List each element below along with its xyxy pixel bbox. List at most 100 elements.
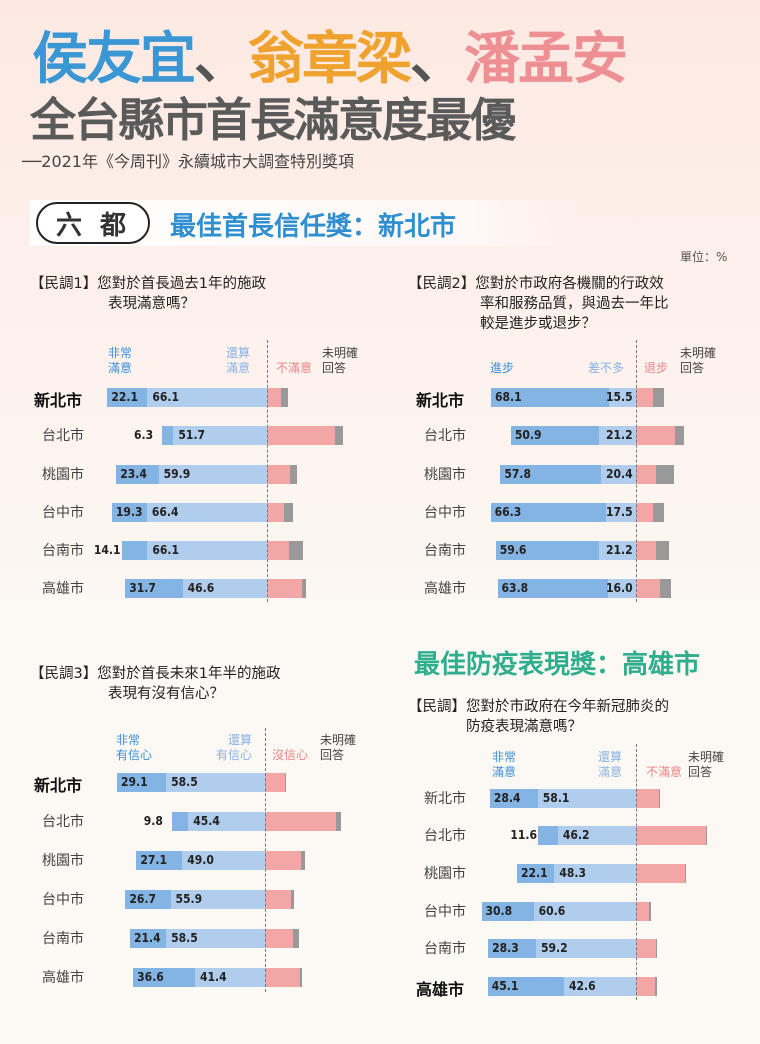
value-label-strong: 63.8: [501, 581, 529, 595]
bar-mild-positive: [564, 977, 636, 996]
value-label-mild: 20.4: [606, 467, 633, 481]
question-line: 表現滿意嗎？: [108, 296, 195, 312]
legend-negative: 退步: [644, 361, 669, 375]
row-label: 台中市: [42, 505, 84, 521]
headline-title: 全台縣市首長滿意度最優: [30, 93, 516, 147]
poll-tag: 【民調1】: [30, 276, 98, 292]
value-label-strong: 14.1: [93, 543, 121, 557]
bar-mild-positive: [609, 388, 636, 407]
legend-unknown: 未明確 回答: [680, 346, 717, 375]
row-label: 台南市: [424, 941, 466, 957]
legend-strong-positive: 非常 滿意: [108, 346, 133, 375]
question-line: 【民調2】您對於市政府各機關的行政效: [408, 276, 664, 292]
bar-mild-positive: [600, 465, 636, 484]
bar-strong-positive: [490, 503, 606, 522]
bar-unknown: [284, 773, 286, 792]
center-divider: [636, 340, 637, 602]
legend-strong-positive: 非常 滿意: [492, 750, 517, 779]
value-label-mild: 59.9: [163, 467, 191, 481]
value-label-mild: 15.5: [606, 390, 633, 404]
value-label-mild: 55.9: [175, 892, 203, 906]
bar-unknown: [292, 929, 299, 948]
row-label: 台中市: [424, 904, 466, 920]
row-label: 台南市: [42, 931, 84, 947]
bar-unknown: [659, 579, 672, 598]
bar-unknown: [655, 977, 657, 996]
question-line: 【民調1】您對於首長過去1年的施政: [30, 276, 266, 292]
value-label-strong: 45.1: [491, 979, 519, 993]
value-label-strong: 6.3: [134, 428, 154, 442]
bar-unknown: [652, 503, 665, 522]
bar-strong-positive: [490, 388, 610, 407]
value-label-mild: 46.2: [562, 828, 590, 842]
bar-negative: [265, 773, 285, 792]
value-label-strong: 21.4: [133, 931, 161, 945]
question-line: 率和服務品質，與過去一年比: [480, 296, 669, 312]
bar-strong-positive: [162, 426, 174, 445]
bar-unknown: [334, 426, 344, 445]
question-line: 防疫表現滿意嗎？: [466, 719, 582, 735]
question-line: 【民調】您對於市政府在今年新冠肺炎的: [408, 699, 669, 715]
row-label: 高雄市: [416, 980, 465, 999]
bar-unknown: [283, 503, 293, 522]
bar-negative: [265, 968, 301, 987]
center-divider: [265, 728, 266, 992]
center-divider: [267, 340, 268, 602]
row-label: 台南市: [42, 543, 84, 559]
value-label-mild: 41.4: [200, 970, 227, 984]
bar-negative: [636, 426, 676, 445]
bar-mild-positive: [147, 541, 267, 560]
value-label-mild: 17.5: [606, 505, 633, 519]
bar-strong-positive: [495, 541, 600, 560]
bar-mild-positive: [173, 426, 267, 445]
value-label-mild: 58.5: [171, 775, 198, 789]
award-trust-title: 最佳首長信任獎：新北市: [170, 212, 457, 242]
bar-strong-positive: [125, 579, 183, 598]
bar-mild-positive: [147, 388, 267, 407]
headline-name-part: 侯友宜: [32, 26, 196, 92]
bar-mild-positive: [166, 773, 265, 792]
bar-unknown: [281, 388, 289, 407]
bar-unknown: [655, 939, 658, 958]
bar-negative: [636, 939, 656, 958]
row-label: 台中市: [42, 892, 84, 908]
bar-strong-positive: [510, 426, 600, 445]
row-label: 桃園市: [424, 467, 466, 483]
bar-unknown: [300, 851, 306, 870]
bar-mild-positive: [158, 465, 267, 484]
row-label: 台北市: [424, 428, 466, 444]
value-label-strong: 11.6: [510, 828, 537, 842]
value-label-mild: 60.6: [538, 904, 566, 918]
value-label-strong: 9.8: [143, 814, 163, 828]
bar-strong-positive: [129, 929, 167, 948]
bar-unknown: [653, 388, 665, 407]
poll-tag: 【民調】: [408, 699, 466, 715]
question-line: 【民調3】您對於首長未來1年半的施政: [30, 666, 281, 682]
chart-question: 【民調2】您對於市政府各機關的行政效 率和服務品質，與過去一年比 較是進步或退步？: [408, 274, 669, 334]
value-label-mild: 66.1: [152, 390, 179, 404]
bar-strong-positive: [171, 812, 189, 831]
bar-unknown: [655, 541, 670, 560]
bar-negative: [636, 864, 685, 883]
bar-negative: [267, 388, 282, 407]
bar-strong-positive: [517, 864, 555, 883]
value-label-strong: 19.3: [115, 505, 143, 519]
bar-mild-positive: [608, 579, 636, 598]
bar-strong-positive: [116, 465, 159, 484]
bar-strong-positive: [538, 826, 558, 845]
bar-negative: [636, 789, 659, 808]
bar-strong-positive: [136, 851, 183, 870]
row-label: 新北市: [34, 391, 83, 410]
bar-negative: [265, 929, 293, 948]
bar-strong-positive: [489, 789, 538, 808]
value-label-mild: 51.7: [178, 428, 206, 442]
bar-negative: [265, 812, 336, 831]
value-label-strong: 66.3: [494, 505, 522, 519]
question-line: 表現有沒有信心？: [108, 686, 224, 702]
bar-unknown: [290, 890, 295, 909]
legend-strong-positive: 進步: [490, 361, 515, 375]
award-epidemic-title: 最佳防疫表現獎：高雄市: [414, 650, 701, 680]
legend-unknown: 未明確 回答: [688, 750, 725, 779]
value-label-strong: 31.7: [129, 581, 156, 595]
value-label-mild: 66.4: [151, 505, 179, 519]
